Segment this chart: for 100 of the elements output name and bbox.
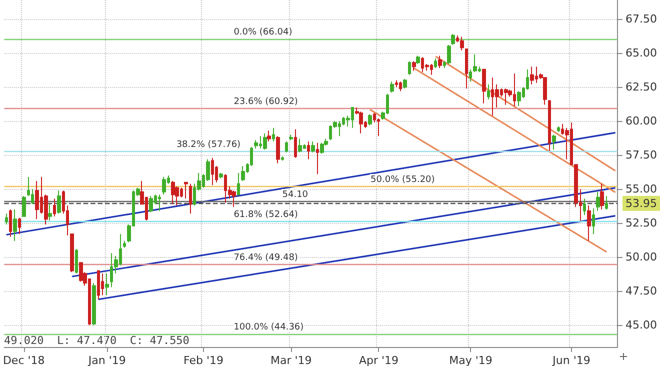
- candlestick: [57, 190, 61, 214]
- candlestick: [504, 88, 508, 106]
- candlestick: [438, 55, 442, 69]
- candlestick: [600, 183, 604, 210]
- candlestick: [587, 204, 591, 242]
- ref-line-label: 53.95: [626, 196, 658, 210]
- candlestick: [276, 136, 280, 164]
- candlestick: [92, 282, 96, 326]
- candlestick: [211, 157, 214, 186]
- candlestick: [289, 134, 293, 141]
- candlestick: [184, 182, 188, 200]
- candlestick: [359, 111, 363, 134]
- candlestick: [434, 58, 437, 69]
- candlestick: [552, 134, 556, 150]
- candlestick: [557, 126, 560, 132]
- candlestick: [149, 195, 153, 213]
- candlestick: [298, 138, 302, 153]
- candlestick: [460, 36, 464, 51]
- x-tick-label: Jan '19: [87, 354, 126, 366]
- candlestick: [5, 213, 8, 226]
- candlestick: [403, 78, 407, 89]
- x-tick-label: Dec '18: [2, 354, 45, 366]
- candlestick: [13, 209, 17, 242]
- candlestick: [285, 141, 288, 153]
- candlestick: [416, 55, 420, 64]
- candlestick: [548, 100, 551, 152]
- candlestick: [281, 156, 284, 162]
- candlestick: [605, 195, 608, 210]
- y-tick-label: 50.00: [626, 250, 658, 264]
- y-tick-label: 57.50: [626, 148, 658, 162]
- candlestick: [105, 273, 109, 296]
- candlestick: [583, 198, 586, 216]
- candlestick: [294, 128, 297, 158]
- x-tick-label: May '19: [449, 354, 492, 366]
- candlestick: [35, 180, 39, 220]
- candlestick: [70, 234, 74, 273]
- x-tick-label: Feb '19: [183, 354, 224, 366]
- candlestick: [79, 262, 83, 282]
- candlestick: [447, 44, 451, 64]
- candlestick: [592, 208, 595, 235]
- candlestick: [451, 34, 455, 46]
- y-tick-label: 60.00: [626, 114, 658, 128]
- candlestick: [487, 84, 490, 100]
- candlestick: [263, 132, 267, 150]
- candlestick: [272, 127, 275, 142]
- candlestick: [311, 141, 315, 153]
- ref-line-label: 61.8% (52.64): [234, 210, 298, 220]
- candlestick: [254, 140, 258, 149]
- candlestick: [189, 183, 192, 214]
- x-tick-label: Mar '19: [270, 354, 312, 366]
- candlestick: [75, 248, 78, 274]
- y-tick-label: 45.00: [626, 318, 658, 332]
- candlestick: [237, 172, 240, 196]
- y-tick-label: 65.00: [626, 46, 658, 60]
- ref-line-label: 54.10: [282, 190, 308, 200]
- candlestick: [232, 190, 236, 208]
- candlestick: [399, 81, 402, 92]
- candlestick: [162, 176, 166, 196]
- candlestick: [368, 114, 372, 126]
- candlestick: [482, 68, 486, 104]
- candlestick: [316, 142, 319, 175]
- ref-line-label: 50.0% (55.20): [370, 174, 435, 185]
- ref-line-label: 0.0% (66.04): [234, 27, 292, 38]
- candlestick: [307, 141, 310, 160]
- candlestick: [469, 68, 472, 82]
- candlestick: [517, 90, 521, 107]
- y-tick-label: 55.00: [626, 182, 658, 196]
- candlestick: [219, 172, 223, 179]
- candlestick: [596, 191, 600, 212]
- candlestick: [395, 80, 398, 88]
- candlestick: [158, 194, 161, 212]
- candlestick: [465, 48, 468, 89]
- x-tick-label: Apr '19: [358, 354, 399, 366]
- candlestick: [267, 130, 271, 142]
- candlestick: [123, 240, 126, 248]
- candlestick: [22, 195, 26, 217]
- candlestick: [53, 198, 56, 217]
- candlestick: [408, 60, 411, 76]
- ref-line-label: 23.6% (60.92): [234, 97, 298, 108]
- candlestick: [9, 209, 12, 238]
- candlestick: [390, 81, 394, 94]
- ref-line-label: 38.2% (57.76): [176, 140, 241, 150]
- y-tick-label: 52.50: [626, 216, 658, 230]
- candlestick: [412, 60, 416, 72]
- ref-line-label: 76.4% (49.48): [234, 252, 298, 263]
- candlestick: [171, 180, 175, 205]
- y-tick-label: 47.50: [626, 284, 658, 298]
- candlestick: [97, 270, 100, 300]
- y-tick-label: 62.50: [626, 80, 658, 94]
- candlestick: [473, 54, 477, 73]
- candlestick: [543, 77, 547, 106]
- x-tick-label: Jun '19: [552, 354, 590, 366]
- annotation: 49.020 L: 47.470 C: 47.550: [4, 334, 190, 347]
- ref-line-label: 100.0% (44.36): [234, 322, 304, 332]
- candlestick: [48, 204, 52, 221]
- candlestick: [320, 142, 324, 154]
- y-tick-label: 67.50: [626, 12, 658, 26]
- candlestick: [101, 273, 104, 296]
- candlestick: [241, 166, 245, 182]
- candlestick: [530, 66, 534, 85]
